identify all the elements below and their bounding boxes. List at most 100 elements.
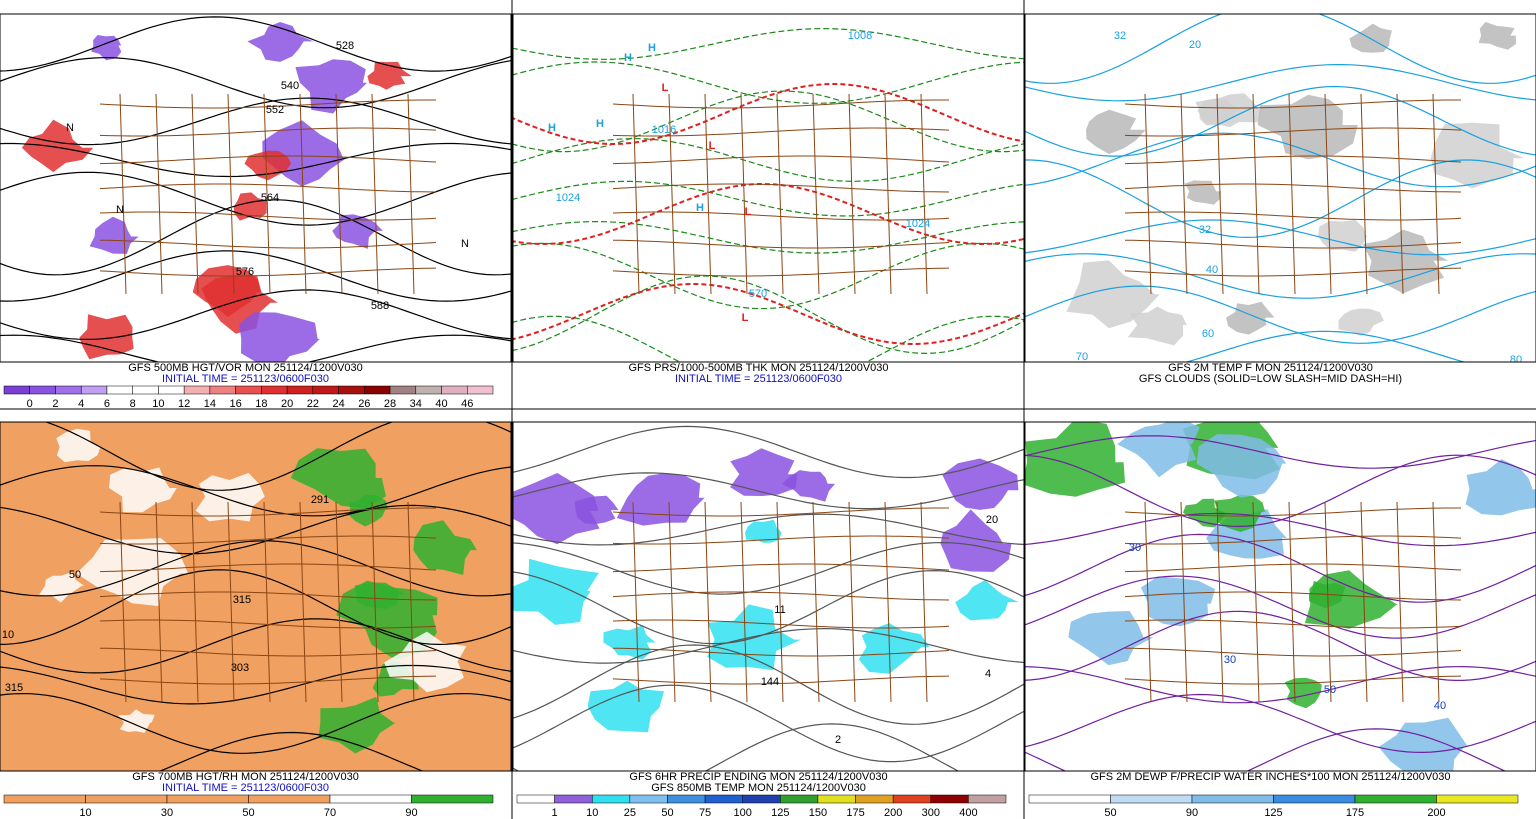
colorbar-label: 70 — [324, 807, 336, 819]
state-line — [704, 93, 712, 295]
field-shading — [1086, 109, 1146, 155]
state-line — [227, 93, 235, 295]
contour — [1025, 575, 1536, 639]
colorbar-label: 0 — [27, 398, 33, 410]
contour — [0, 664, 511, 705]
map-label: 40 — [1206, 264, 1218, 276]
map-label: 60 — [1202, 328, 1214, 340]
field-shading — [247, 22, 314, 62]
panel: H H H H H L L L L 1024 1016 1008 1024 570 GFS PRS/1000… — [512, 13, 1025, 385]
contour — [513, 513, 1024, 546]
contour — [0, 504, 511, 555]
state-line — [612, 267, 950, 277]
colorbar-swatch — [248, 794, 331, 804]
colorbar-label: 200 — [1427, 807, 1445, 819]
state-line — [1324, 501, 1332, 703]
map-frame — [1024, 421, 1536, 772]
contour — [513, 627, 1024, 664]
contour — [513, 242, 1024, 310]
colorbar-swatch — [3, 794, 86, 804]
contour — [1025, 454, 1536, 528]
contour — [1025, 159, 1536, 239]
caption: INITIAL TIME = 251123/0600F030 — [675, 373, 842, 385]
contour — [0, 171, 511, 226]
colorbar-swatch — [338, 385, 365, 395]
field-shading — [413, 520, 477, 575]
state-line — [612, 647, 950, 657]
colorbar-swatch — [892, 794, 932, 804]
colorbar-label: 175 — [1346, 807, 1364, 819]
state-line — [1360, 501, 1368, 703]
map-background — [0, 422, 511, 771]
contour — [513, 82, 1024, 146]
map-label: 570 — [749, 288, 767, 300]
state-line — [812, 93, 820, 295]
map-label: 30 — [1224, 654, 1236, 666]
colorbar-label: 50 — [1104, 807, 1116, 819]
state-line — [740, 501, 748, 703]
colorbar-label: 2 — [52, 398, 58, 410]
contour — [44, 422, 511, 491]
state-line — [1124, 535, 1462, 545]
contour — [513, 27, 1024, 60]
colorbar-swatch — [415, 385, 442, 395]
field-shading — [606, 237, 699, 278]
colorbar-swatch — [329, 794, 412, 804]
map-label: 20 — [986, 514, 998, 526]
colorbar-label: 25 — [624, 807, 636, 819]
panel: 32 32 20 40 60 70 80 GFS 2M TEMP F MON 251124/1… — [1024, 13, 1536, 385]
state-line — [1124, 127, 1462, 137]
field-shading — [1213, 494, 1266, 532]
colorbar-swatch — [183, 385, 211, 395]
field-shading — [21, 119, 94, 173]
state-line — [1216, 501, 1224, 703]
state-line — [191, 93, 199, 295]
state-line — [227, 501, 235, 703]
state-line — [920, 501, 928, 703]
contour — [1025, 253, 1536, 299]
colorbar-label: 175 — [846, 807, 864, 819]
contour — [1025, 63, 1536, 102]
state-line — [1360, 93, 1368, 295]
contour — [0, 97, 511, 146]
map-label: H — [624, 52, 632, 64]
field-shading — [332, 214, 383, 249]
contour — [1025, 610, 1536, 681]
field-shading — [778, 194, 835, 234]
field-shading — [367, 61, 412, 90]
map-label: 30 — [1129, 542, 1141, 554]
contour — [0, 540, 511, 597]
field-shading — [835, 240, 863, 260]
contour — [0, 142, 511, 178]
colorbar-label: 40 — [435, 398, 447, 410]
state-line — [371, 93, 379, 295]
state-line — [99, 675, 437, 685]
colorbar-swatch — [132, 385, 159, 395]
map-layer: 291 303 315 50 10 315 — [0, 422, 511, 771]
contour — [1025, 665, 1536, 704]
colorbar-swatch — [209, 385, 236, 395]
contour — [1025, 330, 1466, 362]
state-line — [1252, 93, 1260, 295]
field-shading — [1317, 219, 1368, 252]
map-label: 315 — [233, 594, 251, 606]
state-line — [612, 591, 950, 601]
colorbar-label: 14 — [204, 398, 216, 410]
state-line — [776, 93, 784, 295]
colorbar-label: 46 — [461, 398, 473, 410]
map-label: 20 — [1189, 39, 1201, 51]
state-line — [612, 183, 950, 193]
contour — [513, 315, 1024, 362]
state-line — [704, 501, 712, 703]
colorbar-label: 22 — [307, 398, 319, 410]
colorbar-swatch — [261, 385, 288, 395]
state-line — [263, 501, 271, 703]
field-shading — [751, 49, 779, 74]
panel: 144 11 20 4 2 GFS 6HR PRECIP ENDING MON 25112… — [512, 421, 1025, 819]
colorbar-swatch — [85, 794, 168, 804]
colorbar-swatch — [1110, 794, 1193, 804]
colorbar-swatch — [742, 794, 781, 804]
colorbar-label: 75 — [699, 807, 711, 819]
state-line — [1252, 501, 1260, 703]
map-frame — [0, 13, 512, 363]
